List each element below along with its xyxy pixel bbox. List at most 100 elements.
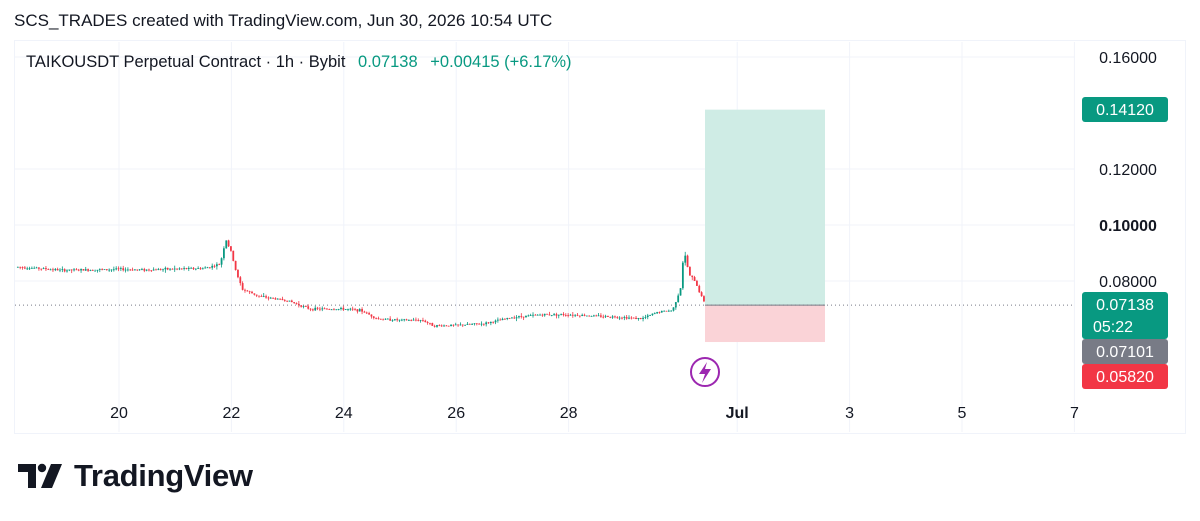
candle-body (422, 320, 424, 321)
candle-body (553, 314, 555, 316)
candle-body (646, 315, 649, 318)
candle-body (375, 317, 378, 319)
candle-body (328, 309, 331, 310)
candle-body (215, 264, 218, 267)
price-tag-label: 0.05820 (1096, 369, 1154, 386)
candle-body (604, 315, 607, 317)
candle-body (457, 324, 459, 326)
candle-body (386, 318, 389, 320)
candle-body (703, 296, 705, 302)
candle-body (326, 308, 328, 310)
time-tick-label: 22 (223, 405, 241, 422)
time-tick-label: 3 (845, 405, 854, 422)
candle-body (211, 265, 214, 268)
candle-body (94, 270, 97, 272)
candles (16, 239, 705, 328)
candle-body (696, 280, 698, 286)
candle-body (522, 316, 525, 318)
candle-body (372, 316, 375, 318)
candle-body (262, 296, 265, 297)
candle-body (436, 325, 438, 327)
candle-body (150, 270, 153, 272)
tradingview-brand: TradingView (18, 458, 253, 494)
price-axis[interactable]: 0.16000 0.12000 0.10000 0.08000 (1099, 50, 1157, 291)
candle-body (269, 297, 272, 299)
time-tick-label: 28 (560, 405, 578, 422)
candle-body (361, 309, 363, 312)
candle-body (101, 269, 104, 270)
candle-body (511, 317, 513, 319)
candle-body (335, 309, 338, 311)
candle-body (103, 269, 106, 270)
candle-body (276, 298, 279, 300)
candle-body (98, 269, 101, 270)
candle-body (272, 297, 274, 299)
candle-body (681, 262, 684, 289)
lightning-icon[interactable] (690, 357, 720, 387)
position-zones (705, 109, 825, 343)
candle-body (124, 269, 127, 271)
candle-body (656, 312, 659, 314)
candle-body (42, 268, 45, 269)
candle-body (609, 316, 612, 318)
candle-body (569, 314, 572, 316)
candle-body (618, 317, 621, 319)
candle-body (340, 307, 342, 309)
candle-body (391, 320, 394, 322)
price-tick-label: 0.10000 (1099, 218, 1157, 235)
candle-body (663, 310, 666, 312)
candle-body (183, 268, 185, 269)
candle-body (525, 315, 527, 318)
candle-body (190, 267, 193, 269)
candle-body (581, 314, 584, 316)
candle-body (571, 314, 574, 316)
candle-body (410, 320, 413, 321)
candle-body (499, 319, 502, 321)
candle-body (370, 314, 373, 317)
candle-body (307, 306, 310, 309)
candle-body (230, 246, 232, 251)
candle-body (670, 310, 673, 312)
candle-body (429, 322, 431, 324)
candle-body (251, 291, 253, 294)
candle-body (26, 268, 29, 270)
candle-body (159, 269, 162, 270)
candle-body (23, 267, 26, 269)
candle-body (501, 318, 504, 321)
candle-body (450, 324, 452, 327)
price-tag (1082, 292, 1168, 339)
candle-body (311, 309, 314, 311)
candle-body (541, 314, 544, 316)
candle-body (447, 325, 450, 327)
candle-body (253, 293, 256, 295)
candle-body (389, 318, 392, 321)
candle-body (173, 268, 176, 270)
time-axis[interactable]: 20 22 24 26 28 Jul 3 5 7 (110, 405, 1079, 422)
candle-body (485, 322, 488, 325)
candle-body (33, 267, 36, 269)
candle-body (77, 269, 80, 271)
target-zone[interactable] (705, 109, 825, 306)
candle-body (45, 268, 47, 270)
candle-body (206, 267, 209, 269)
candle-body (698, 285, 701, 293)
symbol-title[interactable]: TAIKOUSDT Perpetual Contract · 1h · Bybi… (26, 53, 346, 71)
candle-body (382, 319, 385, 321)
candle-body (204, 267, 207, 269)
price-tag-label: 0.07138 (1096, 297, 1154, 314)
candle-body (89, 269, 92, 271)
candle-body (614, 316, 616, 318)
candle-body (87, 269, 89, 271)
candle-body (293, 302, 296, 304)
candle-body (665, 310, 668, 312)
candle-body (333, 309, 335, 311)
candle-body (415, 319, 417, 321)
candle-body (148, 269, 150, 271)
candle-body (543, 313, 546, 316)
candle-body (417, 320, 420, 321)
stop-zone[interactable] (705, 305, 825, 343)
candle-body (363, 311, 366, 313)
price-tick-label: 0.12000 (1099, 162, 1157, 179)
candle-body (351, 308, 354, 310)
